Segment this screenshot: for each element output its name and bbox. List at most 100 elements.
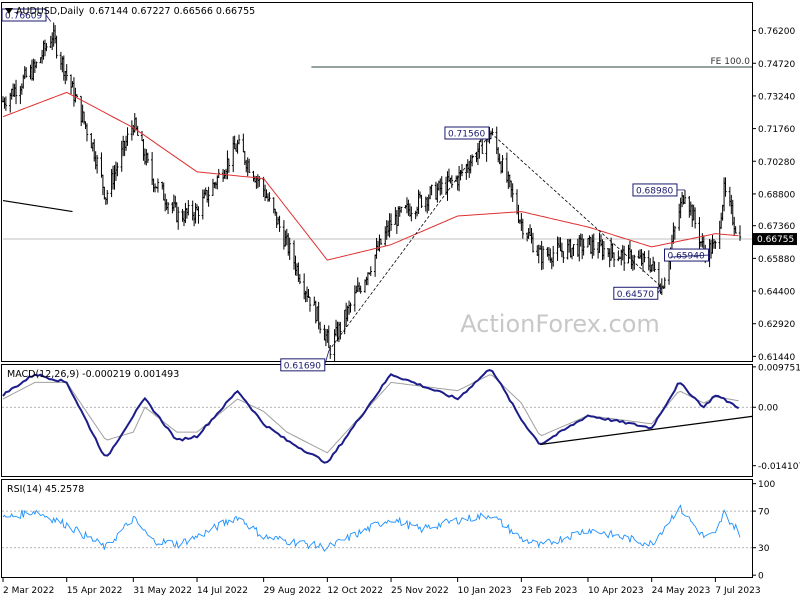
ohlc-bar	[734, 226, 737, 234]
price-trendline	[2, 199, 73, 213]
ohlc-bar	[126, 127, 129, 146]
rsi-title: RSI(14) 45.2578	[7, 484, 84, 495]
ohlc-bar	[369, 266, 372, 276]
ohlc-bar	[24, 67, 28, 78]
ohlc-bar	[663, 277, 666, 289]
rsi-tick-label: 0	[758, 572, 764, 582]
macd-tick-label: 0.00	[758, 404, 778, 414]
fibonacci-extension-label: FE 100.0	[711, 57, 751, 67]
price-annotation: 0.76609	[1, 8, 52, 22]
ohlc-bar	[673, 225, 677, 240]
x-tick-label: 25 Nov 2022	[391, 586, 449, 596]
ohlc-bar	[683, 190, 687, 204]
ohlc-bar	[420, 194, 423, 208]
ohlc-bar	[95, 155, 99, 174]
ohlc-bar	[197, 206, 200, 224]
price-tick-label: 0.61440	[758, 353, 795, 363]
ohlc-bar	[349, 302, 352, 313]
ohlc-bar	[85, 123, 89, 142]
ohlc-bar	[379, 238, 383, 245]
ohlc-bar	[308, 296, 312, 312]
annotation-label: 0.64570	[617, 290, 654, 300]
ohlc-bar	[4, 96, 8, 111]
annotation-connector	[657, 287, 663, 294]
watermark: ActionForex.com	[460, 310, 660, 338]
ohlc-bar	[582, 238, 585, 256]
ohlc-bar	[75, 93, 79, 97]
annotation-label: 0.68980	[636, 186, 673, 196]
annotation-layer: 0.76609 0.71560 0.61690 0.68980 0.65940 0.645…	[1, 8, 753, 446]
price-tick-label: 0.74720	[758, 60, 795, 70]
ohlc-bar	[278, 215, 281, 232]
ohlc-readout: 0.67144 0.67227 0.66566 0.66755	[89, 6, 255, 17]
macd-axis: 0.009751 0.00 -0.014107	[752, 363, 800, 472]
annotation-connector	[324, 350, 330, 365]
ohlc-bar	[217, 168, 220, 179]
rsi-axis: 100 70 30 0	[752, 480, 775, 582]
annotation-connector	[45, 14, 52, 22]
price-tick-label: 0.67360	[758, 222, 795, 232]
ohlc-bar	[156, 178, 160, 193]
x-tick-label: 23 Feb 2023	[521, 586, 577, 596]
x-tick-label: 14 Jul 2022	[197, 586, 248, 596]
price-tick-label: 0.65880	[758, 255, 795, 265]
x-tick-label: 31 May 2022	[133, 586, 192, 596]
ohlc-bar	[177, 206, 180, 230]
ohlc-bar	[562, 250, 565, 263]
ohlc-bar	[714, 240, 717, 249]
ohlc-bar	[55, 35, 58, 59]
ohlc-bar	[501, 155, 504, 173]
ohlc-bar	[521, 218, 525, 239]
ohlc-bar	[268, 192, 271, 202]
background-layer: ActionForex.com FE 100.0	[2, 57, 752, 549]
ohlc-bar	[187, 200, 190, 216]
x-tick-label: 10 Apr 2023	[588, 586, 644, 596]
ohlc-bar	[430, 184, 433, 196]
annotation-connector	[670, 254, 709, 258]
ohlc-bar	[622, 245, 626, 271]
rsi-panel-frame	[1, 479, 753, 578]
price-axis: 0.76200 0.74720 0.73240 0.71760 0.70280 0.688…	[752, 27, 795, 363]
ohlc-bar	[511, 183, 514, 202]
ohlc-bar	[106, 190, 109, 205]
price-tick-label: 0.76200	[758, 27, 795, 37]
ohlc-bar	[693, 207, 697, 229]
ohlc-bar	[531, 232, 535, 253]
ohlc-bar	[738, 225, 742, 241]
price-tick-label: 0.73240	[758, 92, 795, 102]
ohlc-bar	[65, 64, 68, 81]
ohlc-bar	[602, 240, 606, 260]
annotation-label: 0.76609	[5, 12, 42, 22]
ohlc-bar	[14, 79, 18, 105]
price-tick-label: 0.70280	[758, 158, 795, 168]
x-tick-label: 15 Apr 2022	[67, 586, 123, 596]
ohlc-bar	[643, 251, 646, 263]
price-trendline	[328, 132, 492, 352]
price-tick-label: 0.71760	[758, 125, 795, 135]
price-panel-frame	[1, 2, 753, 362]
ohlc-bar	[359, 285, 362, 294]
moving-average-line	[2, 91, 739, 261]
macd-tick-label: 0.009751	[758, 363, 800, 373]
macd-panel-frame	[1, 364, 753, 477]
ohlc-bar	[329, 345, 332, 359]
x-tick-label: 29 Aug 2022	[264, 586, 322, 596]
price-annotation: 0.68980	[632, 183, 685, 197]
ohlc-bar	[339, 321, 342, 340]
collapse-triangle-icon[interactable]	[5, 8, 13, 14]
annotation-box	[444, 126, 490, 140]
macd-title: MACD(12,26,9) -0.000219 0.001493	[7, 369, 179, 380]
price-annotation: 0.61690	[280, 350, 330, 372]
ohlc-bar	[35, 61, 38, 69]
rsi-line	[2, 504, 741, 552]
x-tick-label: 10 Jan 2023	[458, 586, 512, 596]
ohlc-bar	[298, 273, 302, 285]
ohlc-bar	[399, 206, 403, 213]
price-annotation: 0.64570	[613, 286, 663, 300]
current-price-label: 0.66755	[757, 235, 794, 245]
ohlc-bar	[389, 213, 393, 231]
price-tick-label: 0.68800	[758, 190, 795, 200]
x-axis: 2 Mar 2022 15 Apr 2022 31 May 2022 14 Jul 2…	[2, 578, 761, 596]
annotation-label: 0.71560	[448, 130, 485, 140]
